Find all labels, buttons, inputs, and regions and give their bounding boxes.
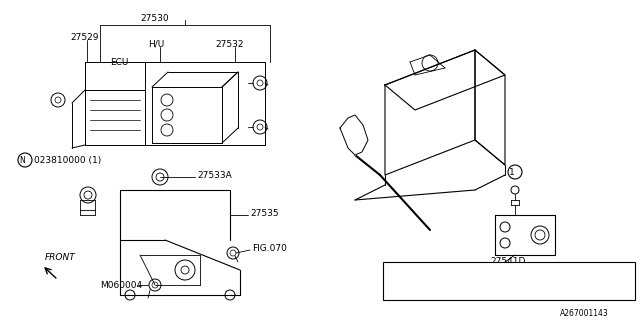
Text: 27533A: 27533A bbox=[197, 171, 232, 180]
Text: 27535: 27535 bbox=[250, 209, 278, 218]
Text: 27541D: 27541D bbox=[490, 258, 525, 267]
Text: H/U: H/U bbox=[148, 39, 164, 49]
Text: B: B bbox=[399, 267, 404, 276]
Text: 27529: 27529 bbox=[70, 33, 99, 42]
Text: ECU: ECU bbox=[110, 58, 129, 67]
Text: ('07MY0706-: ('07MY0706- bbox=[535, 285, 584, 294]
Polygon shape bbox=[475, 50, 505, 165]
Text: I: I bbox=[389, 285, 391, 294]
Text: 27532: 27532 bbox=[215, 39, 243, 49]
Polygon shape bbox=[385, 50, 505, 110]
Bar bbox=[383, 262, 635, 300]
Text: M060004: M060004 bbox=[399, 285, 435, 294]
Text: A267001143: A267001143 bbox=[560, 308, 609, 317]
Text: FIG.070: FIG.070 bbox=[252, 244, 287, 252]
Text: 1: 1 bbox=[509, 167, 515, 177]
Text: <: < bbox=[512, 267, 518, 276]
Polygon shape bbox=[385, 50, 475, 175]
Polygon shape bbox=[340, 115, 368, 155]
Text: 010008200 (2): 010008200 (2) bbox=[415, 267, 472, 276]
Text: >: > bbox=[624, 285, 630, 294]
Text: -'07MY0706>: -'07MY0706> bbox=[535, 267, 587, 276]
Text: M060004: M060004 bbox=[100, 281, 142, 290]
Text: FRONT: FRONT bbox=[45, 253, 76, 262]
Text: 27530: 27530 bbox=[141, 13, 170, 22]
Text: N: N bbox=[19, 156, 25, 164]
Text: 023810000 (1): 023810000 (1) bbox=[34, 156, 101, 164]
